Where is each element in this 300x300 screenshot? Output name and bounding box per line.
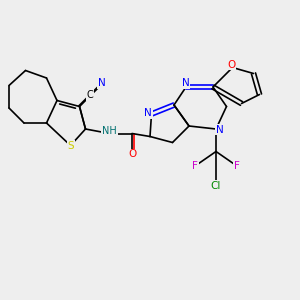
Text: N: N bbox=[216, 124, 224, 135]
Text: O: O bbox=[227, 59, 235, 70]
Text: S: S bbox=[68, 141, 74, 151]
Text: F: F bbox=[234, 161, 240, 171]
Text: Cl: Cl bbox=[211, 181, 221, 191]
Text: F: F bbox=[192, 161, 198, 171]
Text: N: N bbox=[144, 108, 152, 118]
Text: N: N bbox=[98, 78, 106, 88]
Text: O: O bbox=[128, 149, 137, 160]
Text: N: N bbox=[182, 78, 189, 88]
Text: NH: NH bbox=[102, 125, 117, 136]
Text: C: C bbox=[87, 90, 94, 100]
